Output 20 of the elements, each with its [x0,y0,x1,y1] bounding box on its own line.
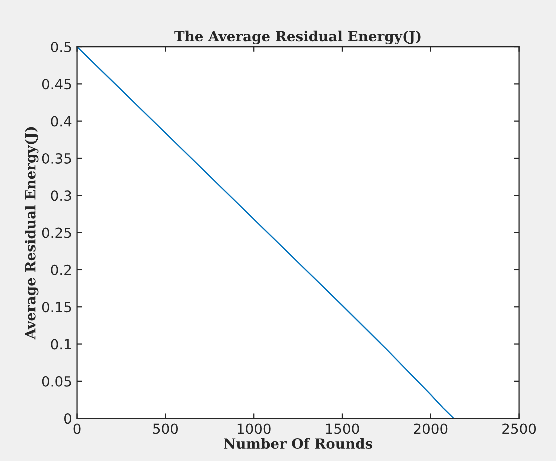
x-tick-label: 1000 [238,424,271,434]
chart-title: The Average Residual Energy(J) [174,30,421,45]
x-tick-label: 2500 [502,424,536,434]
x-axis-title: Number Of Rounds [224,438,373,450]
x-tick-label: 2000 [414,424,448,434]
x-tick-label: 0 [74,424,81,434]
y-tick-label: 0.2 [51,264,72,276]
y-tick-label: 0.5 [51,42,72,52]
x-tick-label: 1500 [326,424,360,434]
y-tick-label: 0.4 [51,116,72,127]
y-tick-label: 0 [64,414,72,424]
y-tick-label: 0.3 [51,190,72,202]
y-tick-label: 0.35 [42,153,72,164]
y-tick-label: 0.45 [42,79,72,90]
y-tick-label: 0.15 [42,302,72,313]
y-tick-label: 0.25 [42,228,72,238]
y-axis-title: Average Residual Energy(J) [25,127,39,340]
y-tick-label: 0.1 [51,339,72,350]
y-tick-label: 0.05 [42,376,72,387]
x-tick-label: 500 [154,424,178,434]
